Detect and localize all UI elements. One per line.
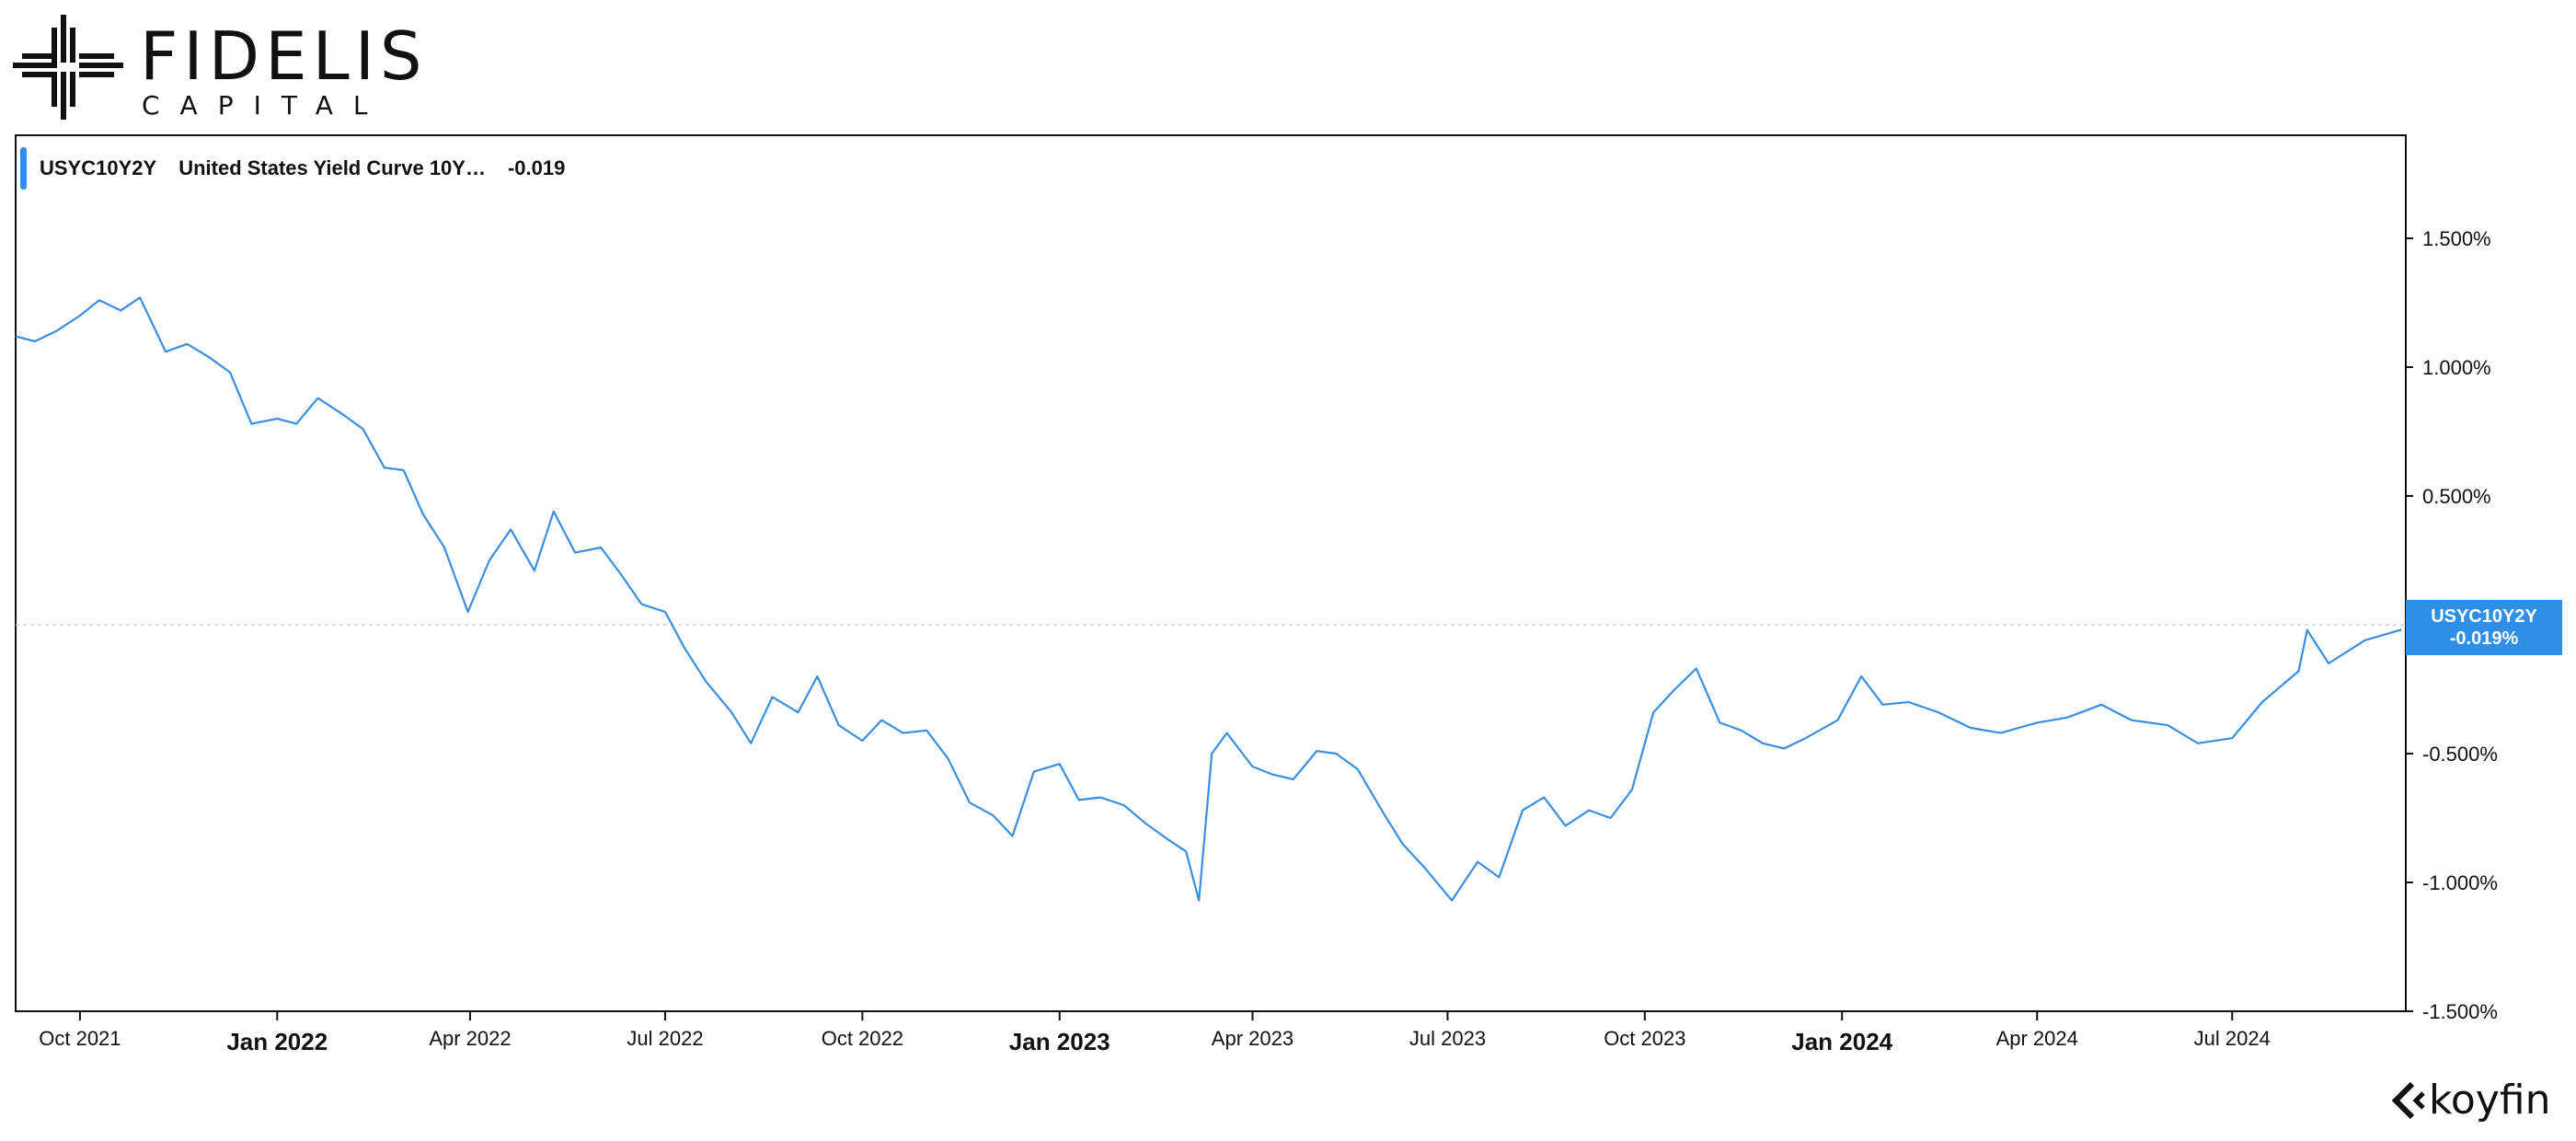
x-tick-label: Oct 2021 [39, 1027, 121, 1050]
last-value-badge: USYC10Y2Y -0.019% [2406, 600, 2562, 655]
y-tick-label: 1.000% [2422, 356, 2491, 379]
x-tick-label: Jan 2023 [1009, 1028, 1110, 1055]
y-tick-label: -0.500% [2422, 743, 2498, 766]
series-line [15, 296, 2402, 902]
brand-subtitle: CAPITAL [142, 90, 388, 121]
last-value-symbol: USYC10Y2Y [2431, 606, 2537, 627]
legend: USYC10Y2Y United States Yield Curve 10Y…… [20, 147, 565, 190]
x-tick-label: Jul 2022 [627, 1027, 703, 1050]
fidelis-capital-logo: FIDELIS CAPITAL [13, 15, 436, 123]
x-tick-label: Apr 2023 [1212, 1027, 1294, 1050]
legend-symbol: USYC10Y2Y [40, 156, 157, 179]
plot-frame [15, 134, 2407, 1012]
y-tick-label: -1.000% [2422, 871, 2498, 894]
y-tick-label: 0.500% [2422, 485, 2491, 508]
legend-value: -0.019 [507, 156, 566, 179]
x-tick-label: Jan 2022 [226, 1028, 328, 1055]
x-tick-label: Apr 2024 [1996, 1027, 2078, 1050]
x-tick-label: Oct 2022 [822, 1027, 903, 1050]
x-tick-label: Apr 2022 [429, 1027, 511, 1050]
y-tick-label: -1.500% [2422, 1000, 2498, 1023]
legend-swatch [20, 147, 27, 190]
koyfin-text: koyfin [2429, 1077, 2551, 1124]
x-tick-label: Jan 2024 [1791, 1028, 1892, 1055]
legend-series-name: United States Yield Curve 10Y… [178, 156, 486, 179]
koyfin-watermark: koyfin [2392, 1077, 2550, 1124]
brand-name: FIDELIS [140, 17, 428, 95]
x-tick-label: Jul 2023 [1409, 1027, 1486, 1050]
x-tick-label: Oct 2023 [1604, 1027, 1685, 1050]
x-tick-label: Jul 2024 [2194, 1027, 2271, 1050]
koyfin-logo-icon [2392, 1081, 2425, 1119]
last-value: -0.019% [2449, 628, 2519, 649]
fidelis-emblem-icon [13, 15, 123, 120]
y-tick-label: 1.500% [2422, 227, 2491, 250]
